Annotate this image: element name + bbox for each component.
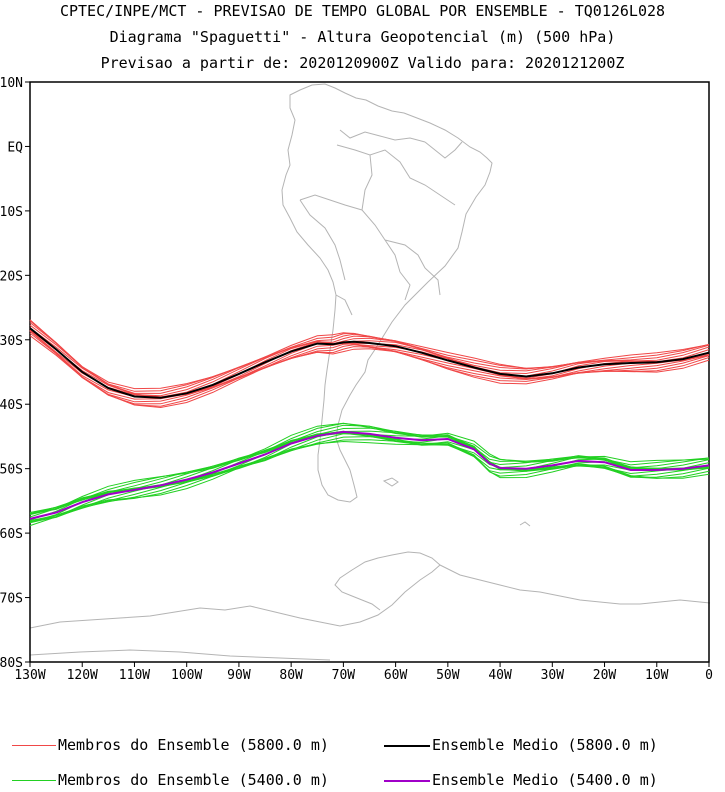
country-borders	[299, 129, 463, 316]
lat-tick-label: 80S	[0, 656, 23, 671]
lon-tick-label: 100W	[171, 668, 202, 683]
member-5400-line	[29, 432, 710, 521]
plot-border	[29, 81, 710, 663]
member-5400-line	[29, 431, 710, 523]
lat-tick-label: 10N	[0, 76, 23, 91]
lat-tick-label: 70S	[0, 592, 23, 607]
legend-mean-5800-swatch	[384, 745, 430, 747]
lat-tick-label: 50S	[0, 463, 23, 478]
member-5400-line	[29, 422, 710, 516]
falklands	[382, 477, 399, 487]
lat-tick-label: 40S	[0, 398, 23, 413]
member-5400-line	[29, 432, 710, 518]
coastlines	[29, 83, 711, 661]
lat-tick-label: 10S	[0, 205, 23, 220]
lat-tick-label: EQ	[7, 140, 23, 155]
member-5800-line	[29, 322, 710, 397]
lon-tick-label: 60W	[384, 668, 408, 683]
title-line-1: CPTEC/INPE/MCT - PREVISAO DE TEMPO GLOBA…	[59, 2, 666, 20]
lon-tick-label: 40W	[488, 668, 512, 683]
lon-tick-label: 30W	[541, 668, 565, 683]
title-line-2: Diagrama "Spaguetti" - Altura Geopotenci…	[109, 28, 616, 46]
legend-mean-5400-swatch	[384, 780, 430, 782]
legend-member-5400-label: Membros do Ensemble (5400.0 m)	[58, 771, 329, 789]
lon-tick-label: 20W	[593, 668, 617, 683]
title-line-3: Previsao a partir de: 2020120900Z Valido…	[100, 54, 625, 72]
lat-tick-label: 20S	[0, 269, 23, 284]
antarctica-coast-2	[29, 649, 331, 661]
lat-tick-label: 60S	[0, 527, 23, 542]
member-5400-line	[29, 427, 710, 513]
south-america-coast	[281, 83, 493, 503]
lon-tick-label: 0	[705, 668, 713, 683]
axis-frame	[29, 81, 710, 663]
lon-tick-label: 50W	[436, 668, 460, 683]
member-5800-line	[29, 319, 710, 390]
antarctica-coast	[29, 551, 711, 629]
legend-member-5400-swatch	[12, 780, 56, 781]
lon-tick-label: 10W	[645, 668, 669, 683]
legend-member-5800-label: Membros do Ensemble (5800.0 m)	[58, 736, 329, 754]
member-5400-line	[29, 431, 710, 523]
member-5400-line	[29, 430, 710, 515]
member-5400-line	[29, 430, 710, 524]
ensemble-means	[29, 327, 710, 520]
member-5800-line	[29, 319, 710, 392]
member-5400-line	[29, 436, 710, 522]
lon-tick-label: 110W	[119, 668, 150, 683]
lon-tick-label: 130W	[14, 668, 45, 683]
mean-5400-line	[29, 430, 710, 520]
lon-tick-label: 120W	[67, 668, 98, 683]
mean-5800-line	[29, 327, 710, 399]
lon-tick-label: 80W	[279, 668, 303, 683]
axis-ticks: 130W 120W 110W 100W 90W 80W 70W 60W 50W 40W 30W 20W…	[0, 76, 713, 683]
lat-tick-label: 30S	[0, 334, 23, 349]
member-5400-line	[29, 433, 710, 522]
legend-mean-5400-label: Ensemble Medio (5400.0 m)	[432, 771, 658, 789]
legend-member-5800-swatch	[12, 745, 56, 746]
ensemble-members	[29, 319, 710, 527]
lon-tick-label: 90W	[227, 668, 251, 683]
legend-mean-5800-label: Ensemble Medio (5800.0 m)	[432, 736, 658, 754]
member-5400-line	[29, 422, 710, 515]
south-georgia	[519, 521, 531, 527]
lon-tick-label: 70W	[332, 668, 356, 683]
